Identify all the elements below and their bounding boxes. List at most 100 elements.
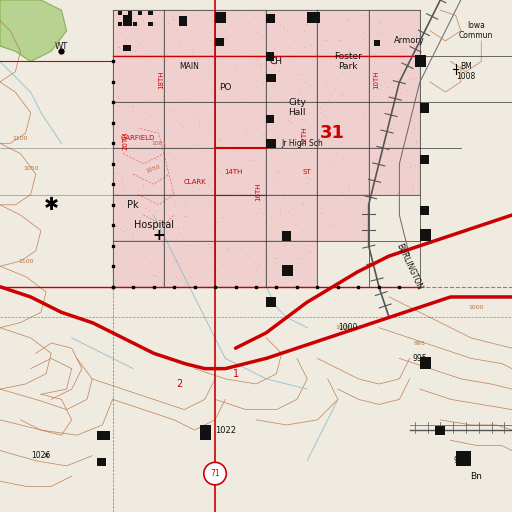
Bar <box>415 55 426 67</box>
Point <box>327 198 335 206</box>
Point <box>359 220 367 228</box>
Point <box>189 208 198 216</box>
Point <box>129 103 137 111</box>
Point <box>111 199 119 207</box>
Point <box>328 181 336 189</box>
Point <box>118 176 126 184</box>
Point <box>170 256 179 264</box>
Point <box>398 151 406 159</box>
Point <box>275 205 284 214</box>
Point <box>298 198 307 206</box>
Point <box>186 271 194 280</box>
Point <box>148 101 157 110</box>
Point <box>300 270 308 278</box>
Point <box>197 139 205 147</box>
Point <box>255 172 263 180</box>
Point <box>348 25 356 33</box>
Bar <box>215 241 266 287</box>
Point <box>186 165 195 174</box>
Point <box>371 104 379 113</box>
Point <box>176 163 184 172</box>
Point <box>291 63 299 71</box>
Point <box>301 216 309 224</box>
Text: ✱: ✱ <box>44 196 59 214</box>
Point <box>316 46 324 54</box>
Bar <box>148 22 153 26</box>
Point <box>362 199 371 207</box>
Point <box>359 230 368 238</box>
Text: 1022: 1022 <box>215 425 236 435</box>
Point <box>249 156 258 164</box>
Point <box>170 155 178 163</box>
Point <box>190 33 199 41</box>
Point <box>198 37 206 45</box>
Point <box>350 34 358 42</box>
Point <box>151 142 159 150</box>
Point <box>153 248 161 256</box>
Bar <box>435 426 445 435</box>
Point <box>335 36 344 45</box>
Point <box>265 223 273 231</box>
Bar <box>164 195 215 241</box>
Point <box>115 102 123 111</box>
Point <box>264 121 272 130</box>
Point <box>348 125 356 133</box>
Point <box>179 123 187 131</box>
Point <box>279 147 287 156</box>
Point <box>322 58 330 67</box>
Text: 18TH: 18TH <box>158 70 164 89</box>
Point <box>149 65 157 73</box>
Text: CLARK: CLARK <box>183 179 206 185</box>
Text: ST: ST <box>303 168 311 175</box>
Point <box>183 67 191 75</box>
Point <box>182 212 190 221</box>
Point <box>142 226 150 234</box>
Point <box>128 231 136 239</box>
Point <box>306 258 314 266</box>
Point <box>342 205 350 214</box>
Point <box>186 93 195 101</box>
Point <box>281 96 289 104</box>
Point <box>184 241 192 249</box>
Point <box>134 106 142 114</box>
Point <box>114 78 122 87</box>
Point <box>411 161 419 169</box>
Point <box>342 28 350 36</box>
Bar <box>266 74 276 82</box>
Point <box>299 201 307 209</box>
Point <box>238 101 246 110</box>
Bar <box>200 425 211 440</box>
Point <box>228 187 237 196</box>
Point <box>274 67 283 75</box>
Point <box>292 229 301 238</box>
Point <box>287 118 295 126</box>
Bar <box>113 10 164 56</box>
Point <box>230 166 238 175</box>
Point <box>303 33 311 41</box>
Point <box>140 263 148 271</box>
Point <box>382 161 391 169</box>
Point <box>203 126 211 135</box>
Point <box>359 33 368 41</box>
Point <box>346 67 354 75</box>
Bar <box>369 102 420 148</box>
Point <box>222 34 230 42</box>
Point <box>205 177 213 185</box>
Point <box>360 28 368 36</box>
Point <box>300 266 308 274</box>
Point <box>208 84 216 93</box>
Point <box>208 58 216 67</box>
Point <box>220 27 228 35</box>
Point <box>175 36 183 44</box>
Point <box>369 92 377 100</box>
Point <box>217 135 225 143</box>
Point <box>119 148 127 156</box>
Point <box>406 163 414 171</box>
Text: Armory: Armory <box>394 36 425 46</box>
Point <box>252 24 260 32</box>
Point <box>128 170 136 179</box>
Point <box>296 71 304 79</box>
Point <box>270 60 279 68</box>
Point <box>147 239 155 247</box>
Point <box>152 271 160 279</box>
